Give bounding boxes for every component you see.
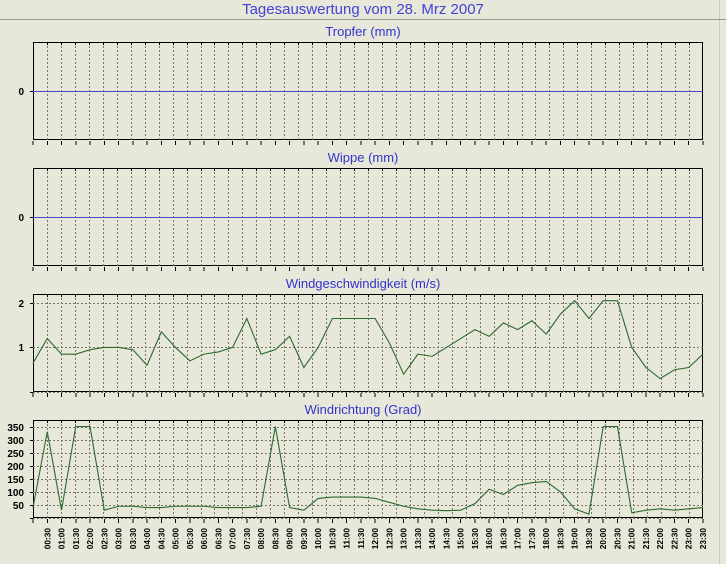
svg-text:15:00: 15:00 (456, 528, 466, 550)
svg-text:08:00: 08:00 (256, 528, 266, 550)
svg-text:100: 100 (7, 488, 24, 499)
svg-text:11:30: 11:30 (356, 528, 366, 549)
svg-text:02:30: 02:30 (99, 528, 109, 550)
svg-text:01:00: 01:00 (57, 528, 67, 550)
svg-text:18:00: 18:00 (541, 528, 551, 550)
svg-text:18:30: 18:30 (555, 528, 565, 550)
svg-text:13:30: 13:30 (413, 528, 423, 550)
svg-text:10:00: 10:00 (313, 528, 323, 550)
svg-text:05:00: 05:00 (171, 528, 181, 550)
svg-text:20:00: 20:00 (598, 528, 608, 550)
svg-text:07:30: 07:30 (242, 528, 252, 550)
svg-text:1: 1 (18, 343, 24, 354)
svg-text:14:00: 14:00 (427, 528, 437, 550)
svg-text:05:30: 05:30 (185, 528, 195, 550)
svg-text:22:30: 22:30 (669, 528, 679, 550)
svg-text:06:30: 06:30 (213, 528, 223, 550)
svg-text:350: 350 (7, 423, 24, 434)
svg-text:17:00: 17:00 (513, 528, 523, 550)
svg-text:200: 200 (7, 462, 24, 473)
svg-text:03:00: 03:00 (114, 528, 124, 550)
svg-text:21:30: 21:30 (641, 528, 651, 550)
svg-text:16:00: 16:00 (484, 528, 494, 550)
svg-text:12:00: 12:00 (370, 528, 380, 550)
svg-text:21:00: 21:00 (627, 528, 637, 550)
svg-text:17:30: 17:30 (527, 528, 537, 550)
svg-text:14:30: 14:30 (441, 528, 451, 550)
svg-text:02:00: 02:00 (85, 528, 95, 550)
svg-text:19:30: 19:30 (584, 528, 594, 550)
svg-text:0: 0 (18, 213, 24, 224)
svg-text:09:00: 09:00 (285, 528, 295, 550)
svg-text:19:00: 19:00 (570, 528, 580, 550)
svg-text:01:30: 01:30 (71, 528, 81, 550)
svg-text:15:30: 15:30 (470, 528, 480, 550)
svg-text:07:00: 07:00 (228, 528, 238, 550)
svg-text:06:00: 06:00 (199, 528, 209, 550)
svg-text:20:30: 20:30 (612, 528, 622, 550)
svg-text:08:30: 08:30 (270, 528, 280, 550)
svg-text:50: 50 (13, 501, 25, 512)
svg-text:12:30: 12:30 (384, 528, 394, 550)
svg-text:00:30: 00:30 (42, 528, 52, 550)
svg-text:300: 300 (7, 436, 24, 447)
svg-text:03:30: 03:30 (128, 528, 138, 550)
svg-text:04:00: 04:00 (142, 528, 152, 550)
svg-text:0: 0 (18, 87, 24, 98)
svg-text:09:30: 09:30 (299, 528, 309, 550)
svg-text:23:30: 23:30 (698, 528, 708, 550)
svg-text:10:30: 10:30 (327, 528, 337, 550)
svg-text:11:00: 11:00 (342, 528, 352, 549)
svg-text:04:30: 04:30 (156, 528, 166, 550)
svg-text:250: 250 (7, 449, 24, 460)
svg-text:150: 150 (7, 475, 24, 486)
svg-text:13:00: 13:00 (399, 528, 409, 550)
svg-text:2: 2 (18, 299, 24, 310)
svg-text:22:00: 22:00 (655, 528, 665, 550)
svg-text:23:00: 23:00 (684, 528, 694, 550)
svg-text:16:30: 16:30 (498, 528, 508, 550)
